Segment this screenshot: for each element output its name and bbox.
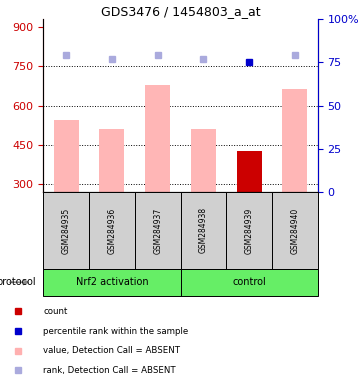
Bar xyxy=(54,120,79,192)
Title: GDS3476 / 1454803_a_at: GDS3476 / 1454803_a_at xyxy=(101,5,260,18)
Text: value, Detection Call = ABSENT: value, Detection Call = ABSENT xyxy=(43,346,180,355)
Text: GSM284935: GSM284935 xyxy=(62,207,71,253)
Bar xyxy=(226,192,272,269)
Bar xyxy=(43,269,180,296)
Text: rank, Detection Call = ABSENT: rank, Detection Call = ABSENT xyxy=(43,366,176,375)
Text: GSM284936: GSM284936 xyxy=(108,207,116,253)
Bar xyxy=(236,151,262,192)
Bar xyxy=(272,192,318,269)
Text: control: control xyxy=(232,277,266,287)
Text: percentile rank within the sample: percentile rank within the sample xyxy=(43,326,188,336)
Text: GSM284940: GSM284940 xyxy=(290,207,299,253)
Text: GSM284939: GSM284939 xyxy=(245,207,253,253)
Bar xyxy=(135,192,180,269)
Bar xyxy=(99,129,125,192)
Text: GSM284938: GSM284938 xyxy=(199,207,208,253)
Bar xyxy=(180,269,318,296)
Text: count: count xyxy=(43,307,68,316)
Bar xyxy=(89,192,135,269)
Text: protocol: protocol xyxy=(0,277,36,287)
Text: Nrf2 activation: Nrf2 activation xyxy=(75,277,148,287)
Text: GSM284937: GSM284937 xyxy=(153,207,162,253)
Bar xyxy=(43,192,89,269)
Bar xyxy=(191,129,216,192)
Bar xyxy=(282,89,307,192)
Bar xyxy=(145,84,170,192)
Bar xyxy=(180,192,226,269)
